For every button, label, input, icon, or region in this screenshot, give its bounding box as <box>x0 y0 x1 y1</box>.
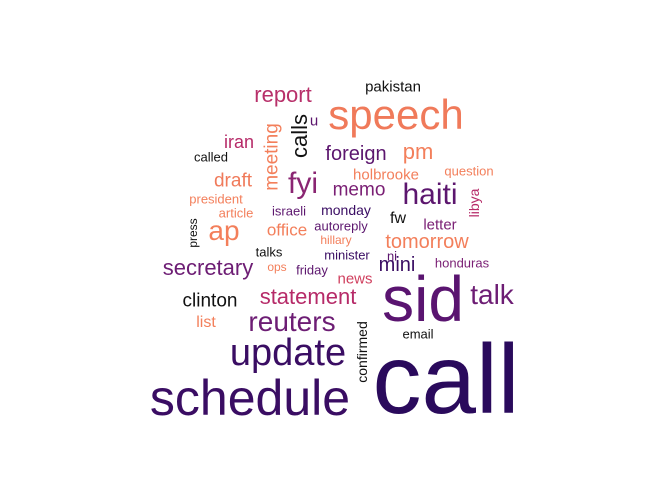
word-autoreply: autoreply <box>314 218 368 234</box>
word-schedule: schedule <box>149 370 351 426</box>
word-tomorrow: tomorrow <box>385 231 469 253</box>
word-honduras: honduras <box>434 255 490 271</box>
word-monday: monday <box>321 202 371 218</box>
word-secretary: secretary <box>162 255 254 280</box>
word-fw: fw <box>390 210 406 227</box>
word-list: list <box>196 314 216 331</box>
word-memo: memo <box>332 179 386 201</box>
word-meeting: meeting <box>261 123 283 191</box>
word-ni: ni <box>386 248 398 264</box>
word-minister: minister <box>324 247 370 263</box>
word-email: email <box>402 326 434 342</box>
word-update: update <box>229 332 347 374</box>
word-draft: draft <box>213 170 253 192</box>
word-talk: talk <box>470 279 514 310</box>
word-fyi: fyi <box>288 167 318 200</box>
word-haiti: haiti <box>402 178 458 211</box>
word-israeli: israeli <box>272 203 306 219</box>
word-confirmed: confirmed <box>354 321 370 383</box>
word-press: press <box>186 218 200 248</box>
word-question: question <box>444 163 494 179</box>
word-sid: sid <box>382 263 464 335</box>
word-speech: speech <box>328 91 464 138</box>
word-u: u <box>309 112 319 130</box>
word-ops: ops <box>267 260 287 274</box>
word-called: called <box>194 149 228 165</box>
word-pakistan: pakistan <box>365 78 421 96</box>
word-article: article <box>218 205 254 221</box>
word-office: office <box>266 220 308 240</box>
word-mini: mini <box>378 254 416 276</box>
word-reuters: reuters <box>248 306 336 337</box>
word-clinton: clinton <box>182 290 238 312</box>
word-friday: friday <box>296 262 328 278</box>
word-report: report <box>254 82 312 107</box>
word-libya: libya <box>466 188 482 218</box>
word-call: call <box>372 324 520 434</box>
word-iran: iran <box>223 132 255 152</box>
word-pm: pm <box>402 139 434 164</box>
word-hillary: hillary <box>320 233 352 247</box>
word-foreign: foreign <box>325 143 387 165</box>
word-statement: statement <box>259 284 357 309</box>
word-news: news <box>337 270 373 288</box>
word-calls: calls <box>287 113 312 159</box>
word-letter: letter <box>423 216 457 234</box>
word-president: president <box>189 191 243 207</box>
word-talks: talks <box>255 244 283 260</box>
word-ap: ap <box>208 215 240 246</box>
word-holbrooke: holbrooke <box>353 166 419 184</box>
